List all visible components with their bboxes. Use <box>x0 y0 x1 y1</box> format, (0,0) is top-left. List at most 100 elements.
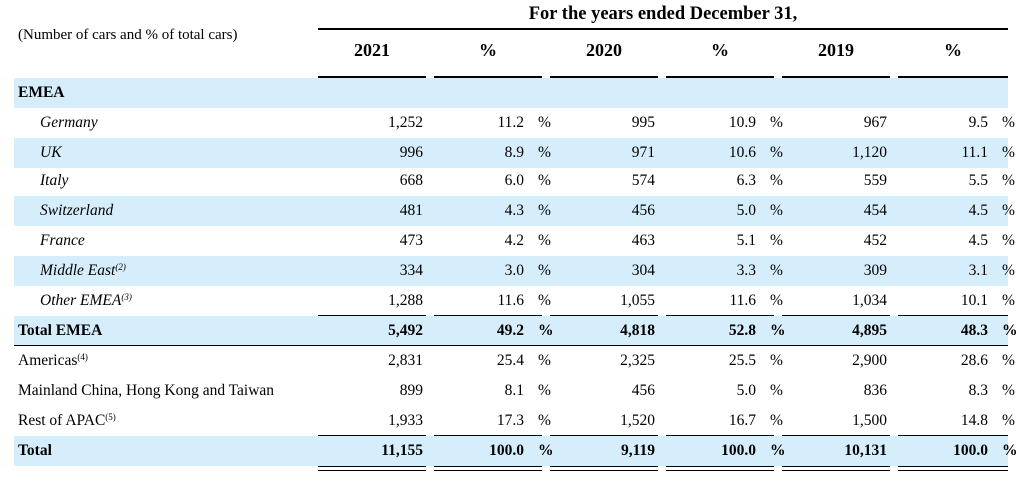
subtotal-rule <box>666 315 774 316</box>
cell-percent: 6.0 <box>504 172 524 189</box>
percent-sign: % <box>770 172 783 189</box>
row-label: Germany <box>40 114 98 132</box>
row-label-text: Total EMEA <box>18 322 103 339</box>
footnote-ref: (4) <box>77 352 88 362</box>
total-rule <box>318 435 426 436</box>
period-rule <box>318 28 1008 30</box>
percent-sign: % <box>770 292 783 309</box>
total-double-rule <box>666 466 774 467</box>
cell-count: 1,120 <box>852 144 887 161</box>
cell-percent: 100.0 <box>721 442 756 459</box>
cell-count: 996 <box>399 144 423 161</box>
cell-percent: 8.9 <box>504 144 524 161</box>
row-label: Other EMEA(3) <box>40 292 132 310</box>
percent-sign: % <box>1002 144 1015 161</box>
percent-sign: % <box>538 412 551 429</box>
row-label-text: Germany <box>40 114 98 131</box>
cell-count: 10,131 <box>844 442 887 459</box>
row-label-text: Rest of APAC <box>18 412 106 429</box>
cell-percent: 11.2 <box>497 114 524 131</box>
footnote-ref: (5) <box>105 412 116 422</box>
table-row: Italy 668 6.0% 574 6.3% 559 5.5% <box>14 166 1015 196</box>
cell-count: 559 <box>863 172 887 189</box>
table-caption: (Number of cars and % of total cars) <box>18 27 238 43</box>
cell-count: 836 <box>863 382 887 399</box>
cell-count: 452 <box>863 232 887 249</box>
cell-percent: 4.2 <box>504 232 524 249</box>
cell-percent: 3.3 <box>736 262 756 279</box>
cell-percent: 8.1 <box>504 382 524 399</box>
cell-percent: 11.6 <box>729 292 756 309</box>
row-label: Total <box>18 442 52 460</box>
cell-percent: 5.0 <box>736 202 756 219</box>
row-label: Italy <box>40 172 68 190</box>
subtotal-rule <box>898 315 1008 316</box>
total-double-rule <box>666 470 774 471</box>
percent-sign: % <box>770 232 783 249</box>
subtotal-rule <box>782 315 890 316</box>
percent-sign: % <box>770 322 786 339</box>
cell-count: 1,933 <box>388 412 423 429</box>
cell-percent: 10.1 <box>960 292 988 309</box>
percent-sign: % <box>770 114 783 131</box>
percent-sign: % <box>770 262 783 279</box>
total-double-rule <box>550 466 658 467</box>
cell-percent: 10.6 <box>728 144 756 161</box>
cell-count: 11,155 <box>381 442 423 459</box>
cell-percent: 49.2 <box>496 322 524 339</box>
percent-sign: % <box>770 442 786 459</box>
cell-percent: 4.5 <box>968 232 988 249</box>
percent-sign: % <box>1002 232 1015 249</box>
cell-percent: 3.1 <box>968 262 988 279</box>
total-double-rule <box>318 470 426 471</box>
percent-sign: % <box>538 232 551 249</box>
table-row: Middle East(2) 334 3.0% 304 3.3% 309 3.1% <box>14 256 1015 286</box>
total-double-rule <box>782 470 890 471</box>
cell-count: 2,325 <box>620 352 655 369</box>
cell-count: 309 <box>863 262 887 279</box>
subtotal-rule <box>550 315 658 316</box>
row-label-text: Italy <box>40 172 69 189</box>
total-double-rule <box>434 466 542 467</box>
col-header-2020: 2020 <box>586 40 622 60</box>
total-double-rule <box>318 466 426 467</box>
col-header-pct-2019: % <box>944 40 962 60</box>
total-double-rule <box>550 470 658 471</box>
cell-percent: 5.5 <box>968 172 988 189</box>
cell-percent: 48.3 <box>960 322 988 339</box>
col-header-2019: 2019 <box>818 40 854 60</box>
subtotal-bottom-rule <box>14 345 1008 346</box>
subtotal-rule <box>318 315 426 316</box>
cell-percent: 17.3 <box>496 412 524 429</box>
cell-count: 1,288 <box>388 292 423 309</box>
percent-sign: % <box>538 322 554 339</box>
col-rule <box>434 76 542 78</box>
cell-count: 456 <box>631 382 655 399</box>
cell-percent: 10.9 <box>728 114 756 131</box>
percent-sign: % <box>538 292 551 309</box>
total-rule <box>550 435 658 436</box>
cell-count: 4,818 <box>620 322 655 339</box>
period-title: For the years ended December 31, <box>528 4 798 24</box>
cell-percent: 3.0 <box>504 262 524 279</box>
row-label-text: UK <box>40 144 62 161</box>
row-label-text: Mainland China, Hong Kong and Taiwan <box>18 382 275 399</box>
cell-percent: 100.0 <box>953 442 988 459</box>
total-double-rule <box>898 470 1008 471</box>
cell-percent: 9.5 <box>968 114 988 131</box>
cell-count: 1,500 <box>852 412 887 429</box>
percent-sign: % <box>538 172 551 189</box>
percent-sign: % <box>1002 442 1018 459</box>
cell-count: 334 <box>399 262 423 279</box>
percent-sign: % <box>770 412 783 429</box>
cell-percent: 5.1 <box>736 232 756 249</box>
cell-count: 5,492 <box>388 322 423 339</box>
cell-percent: 6.3 <box>736 172 756 189</box>
table-row: Germany 1,252 11.2% 995 10.9% 967 9.5% <box>14 108 1015 138</box>
cell-percent: 4.5 <box>968 202 988 219</box>
col-rule <box>898 76 1008 78</box>
total-rule <box>898 435 1008 436</box>
cell-count: 2,831 <box>388 352 423 369</box>
row-label: Americas(4) <box>18 352 88 370</box>
percent-sign: % <box>538 352 551 369</box>
